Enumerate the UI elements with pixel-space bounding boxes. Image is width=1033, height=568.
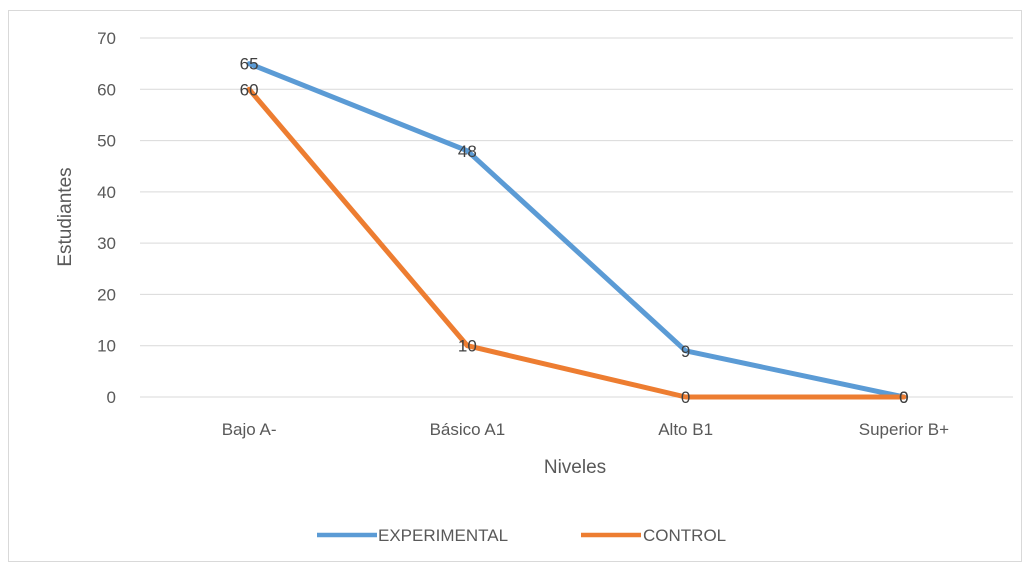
y-tick-label: 50 (97, 132, 116, 151)
x-tick-label: Alto B1 (658, 420, 713, 439)
series-line-experimental (246, 61, 907, 400)
data-label: 0 (899, 388, 908, 407)
data-label: 48 (458, 142, 477, 161)
y-tick-label: 10 (97, 337, 116, 356)
y-tick-label: 30 (97, 234, 116, 253)
legend-label-experimental: EXPERIMENTAL (378, 526, 508, 545)
series-line-control (246, 86, 907, 400)
data-label: 0 (899, 388, 908, 407)
chart-frame (8, 10, 1022, 562)
data-label: 10 (458, 337, 477, 356)
data-label: 60 (240, 80, 259, 99)
y-axis-title: Estudiantes (55, 167, 76, 266)
legend-label-control: CONTROL (643, 526, 726, 545)
y-tick-label: 70 (97, 29, 116, 48)
y-tick-label: 40 (97, 183, 116, 202)
data-label: 9 (681, 342, 690, 361)
y-axis-ticks: 0 10 20 30 40 50 60 70 (97, 29, 116, 407)
series-lines (246, 61, 907, 400)
y-tick-label: 20 (97, 285, 116, 304)
data-label: 65 (240, 55, 259, 74)
gridlines (140, 37, 1013, 398)
y-tick-label: 60 (97, 80, 116, 99)
x-tick-label: Básico A1 (430, 420, 506, 439)
y-tick-label: 0 (107, 388, 116, 407)
x-axis-title: Niveles (544, 457, 606, 478)
x-tick-label: Bajo A- (222, 420, 277, 439)
legend: EXPERIMENTAL CONTROL (317, 526, 726, 545)
x-tick-label: Superior B+ (859, 420, 949, 439)
data-label: 0 (681, 388, 690, 407)
x-axis-ticks: Bajo A- Básico A1 Alto B1 Superior B+ (222, 420, 949, 439)
